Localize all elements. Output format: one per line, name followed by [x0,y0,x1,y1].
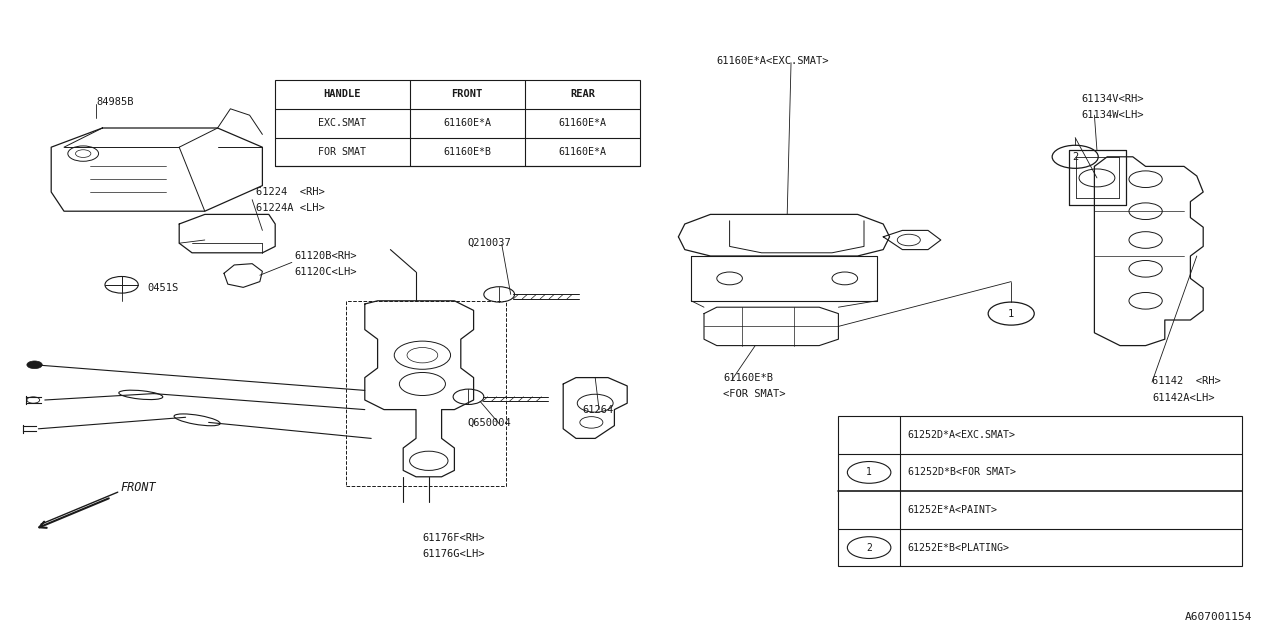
Text: HANDLE: HANDLE [324,90,361,99]
Text: 61134V<RH>: 61134V<RH> [1082,94,1144,104]
Bar [838,416,1242,566]
Circle shape [27,361,42,369]
Text: 61120C<LH>: 61120C<LH> [294,267,357,277]
Text: 61264: 61264 [582,404,613,415]
Text: 61252E*A<PAINT>: 61252E*A<PAINT> [908,505,997,515]
Text: 61160E*A: 61160E*A [558,147,607,157]
Bar [275,80,640,166]
Text: 61160E*B: 61160E*B [723,372,773,383]
Text: 61176F<RH>: 61176F<RH> [422,532,485,543]
Text: 61224A <LH>: 61224A <LH> [256,203,325,213]
Text: 2: 2 [867,543,872,552]
Text: A607001154: A607001154 [1184,612,1252,622]
Text: 61160E*A: 61160E*A [558,118,607,128]
Text: 2: 2 [1073,152,1078,162]
Text: 61176G<LH>: 61176G<LH> [422,548,485,559]
Text: 84985B: 84985B [96,97,133,108]
Bar [346,301,506,486]
Text: FRONT: FRONT [120,481,156,494]
Text: Q650004: Q650004 [467,417,511,428]
Text: 61252D*A<EXC.SMAT>: 61252D*A<EXC.SMAT> [908,430,1015,440]
Text: 61120B<RH>: 61120B<RH> [294,251,357,261]
Text: 61252D*B<FOR SMAT>: 61252D*B<FOR SMAT> [908,467,1015,477]
Text: EXC.SMAT: EXC.SMAT [319,118,366,128]
Text: REAR: REAR [570,90,595,99]
Text: 61142A<LH>: 61142A<LH> [1152,393,1215,403]
Text: 0451S: 0451S [147,283,178,293]
Text: 61160E*A<EXC.SMAT>: 61160E*A<EXC.SMAT> [717,56,829,66]
Text: 1: 1 [1009,308,1014,319]
Text: 1: 1 [867,467,872,477]
Text: FOR SMAT: FOR SMAT [319,147,366,157]
Text: 61224  <RH>: 61224 <RH> [256,187,325,197]
Text: 61160E*B: 61160E*B [443,147,492,157]
Text: 61252E*B<PLATING>: 61252E*B<PLATING> [908,543,1010,552]
Text: <FOR SMAT>: <FOR SMAT> [723,388,786,399]
Text: 61142  <RH>: 61142 <RH> [1152,376,1221,386]
Text: Q210037: Q210037 [467,238,511,248]
Text: FRONT: FRONT [452,90,483,99]
Text: 61134W<LH>: 61134W<LH> [1082,110,1144,120]
Text: 61160E*A: 61160E*A [443,118,492,128]
